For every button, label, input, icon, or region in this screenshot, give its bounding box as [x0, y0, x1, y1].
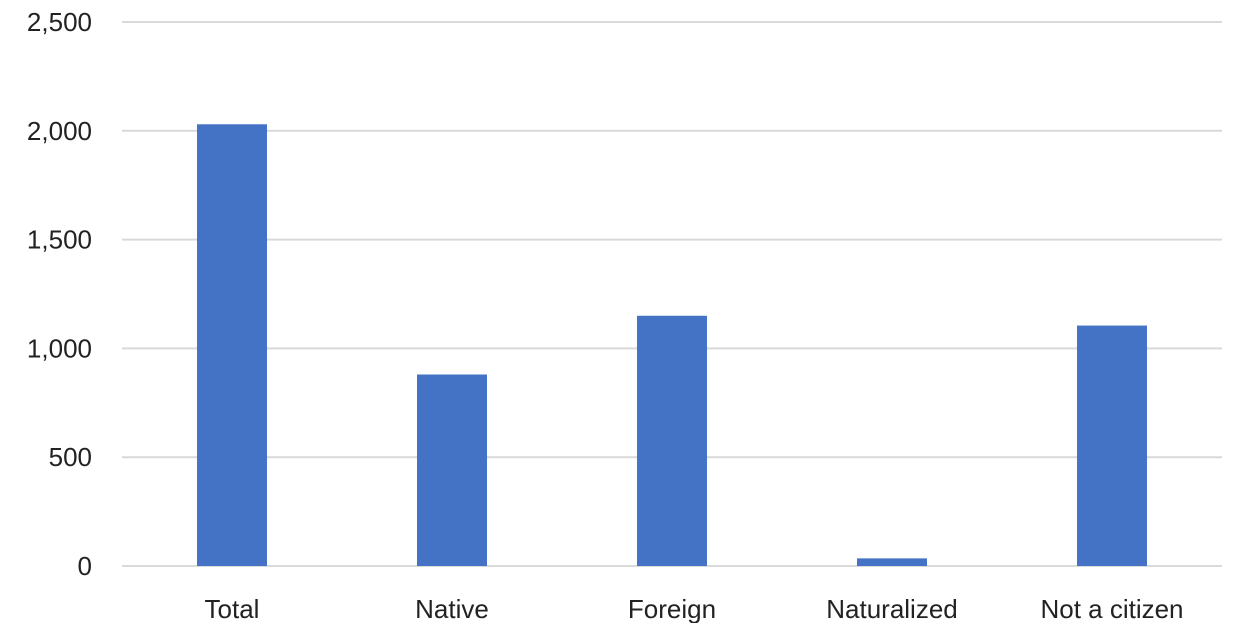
bar-not-a-citizen	[1077, 325, 1147, 566]
y-tick-label: 2,000	[27, 116, 92, 146]
bar-total	[197, 124, 267, 566]
y-tick-label: 1,000	[27, 333, 92, 363]
y-tick-label: 2,500	[27, 7, 92, 37]
bar-naturalized	[857, 558, 927, 566]
x-tick-label: Naturalized	[826, 594, 958, 623]
x-tick-label: Native	[415, 594, 489, 623]
y-tick-label: 500	[49, 442, 92, 472]
x-axis-tick-labels: Total Native Foreign Naturalized Not a citiz…	[205, 594, 1184, 623]
x-tick-label: Total	[205, 594, 260, 623]
y-tick-label: 0	[78, 551, 92, 581]
bar-native	[417, 374, 487, 566]
y-tick-label: 1,500	[27, 225, 92, 255]
bar-foreign	[637, 315, 707, 566]
bars	[197, 124, 1147, 566]
x-tick-label: Foreign	[628, 594, 716, 623]
x-tick-label: Not a citizen	[1040, 594, 1183, 623]
y-axis-tick-labels: 0 500 1,000 1,500 2,000 2,500	[27, 7, 92, 581]
